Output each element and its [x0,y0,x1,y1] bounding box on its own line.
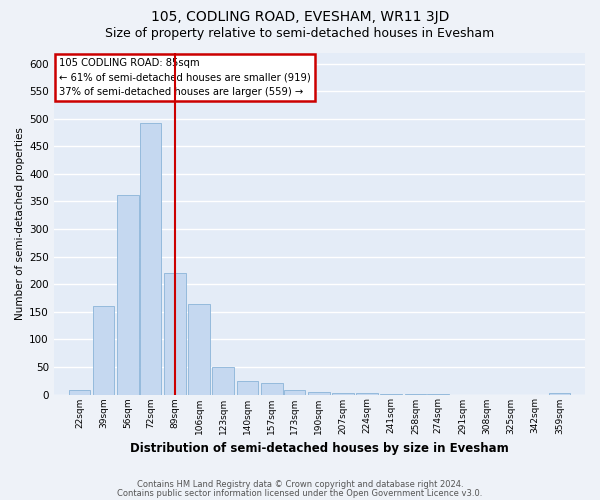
Text: Contains public sector information licensed under the Open Government Licence v3: Contains public sector information licen… [118,489,482,498]
Bar [548,393,570,394]
Bar [284,390,305,394]
Text: Size of property relative to semi-detached houses in Evesham: Size of property relative to semi-detach… [106,28,494,40]
Bar [93,306,115,394]
Bar [212,368,234,394]
Bar [68,390,90,394]
Bar [117,195,139,394]
Bar [308,392,329,394]
X-axis label: Distribution of semi-detached houses by size in Evesham: Distribution of semi-detached houses by … [130,442,509,455]
Text: 105, CODLING ROAD, EVESHAM, WR11 3JD: 105, CODLING ROAD, EVESHAM, WR11 3JD [151,10,449,24]
Bar [261,384,283,394]
Bar [164,273,185,394]
Text: Contains HM Land Registry data © Crown copyright and database right 2024.: Contains HM Land Registry data © Crown c… [137,480,463,489]
Text: 105 CODLING ROAD: 85sqm
← 61% of semi-detached houses are smaller (919)
37% of s: 105 CODLING ROAD: 85sqm ← 61% of semi-de… [59,58,311,97]
Bar [140,123,161,394]
Bar [188,304,210,394]
Bar [236,380,258,394]
Y-axis label: Number of semi-detached properties: Number of semi-detached properties [15,127,25,320]
